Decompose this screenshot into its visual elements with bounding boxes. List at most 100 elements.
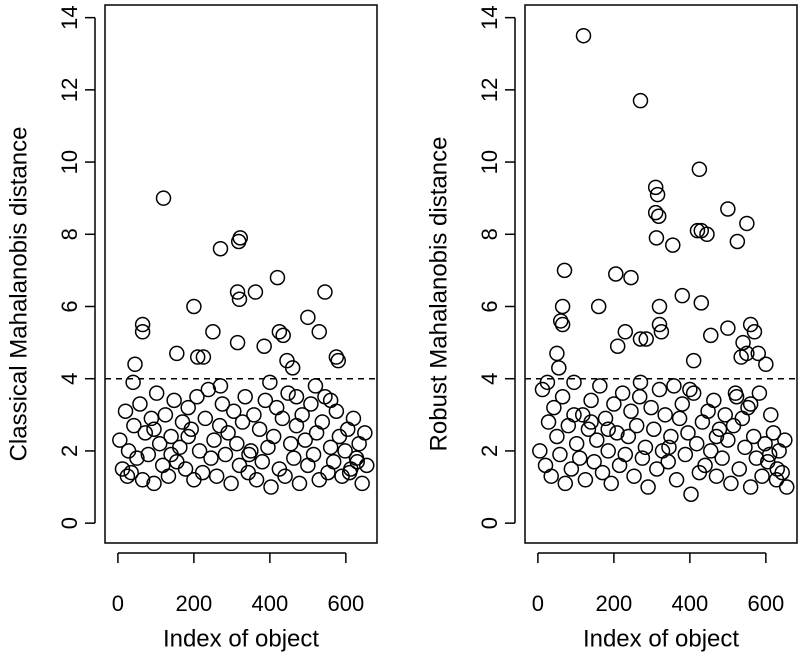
point <box>330 352 347 369</box>
point <box>617 324 634 340</box>
point <box>271 324 288 340</box>
point <box>284 360 301 376</box>
point <box>257 392 274 409</box>
plot-box <box>524 4 798 544</box>
point <box>691 161 708 178</box>
point <box>740 399 756 416</box>
point <box>180 428 196 445</box>
point <box>647 179 664 196</box>
point <box>322 439 339 456</box>
point <box>345 410 362 427</box>
point <box>763 407 779 423</box>
point <box>677 446 694 463</box>
point <box>337 443 353 459</box>
point <box>717 407 733 423</box>
point <box>140 446 157 463</box>
point <box>354 475 370 492</box>
point <box>566 374 582 391</box>
point <box>217 446 234 463</box>
x-tick-label: 400 <box>672 591 709 616</box>
point <box>229 284 246 300</box>
point <box>734 410 751 427</box>
point <box>563 461 580 477</box>
point <box>169 345 185 362</box>
point <box>260 439 276 456</box>
point <box>262 374 278 391</box>
point <box>597 410 614 427</box>
point <box>634 450 651 466</box>
point <box>234 414 251 430</box>
point <box>288 417 305 434</box>
point <box>132 396 148 412</box>
point <box>134 324 151 340</box>
point <box>331 428 348 445</box>
point <box>155 190 172 206</box>
point <box>774 464 790 481</box>
point <box>157 407 174 423</box>
point <box>592 378 608 394</box>
point <box>358 457 375 474</box>
point <box>657 407 673 423</box>
point <box>742 316 759 333</box>
point <box>311 472 328 488</box>
point <box>600 421 616 438</box>
x-tick-label: 0 <box>112 591 124 616</box>
point <box>341 464 358 481</box>
point <box>723 475 739 492</box>
point <box>247 284 264 300</box>
point <box>183 421 199 438</box>
point <box>120 443 137 459</box>
point <box>571 450 588 466</box>
point <box>731 461 748 477</box>
y-tick-label: 0 <box>477 517 502 529</box>
point <box>746 324 763 340</box>
point <box>575 27 592 44</box>
point <box>240 464 256 481</box>
point <box>727 385 744 401</box>
point <box>160 468 177 484</box>
point <box>286 450 302 466</box>
point <box>226 403 242 419</box>
point <box>311 324 328 340</box>
point <box>751 385 768 401</box>
point <box>589 432 605 448</box>
point <box>254 454 271 470</box>
point <box>765 425 782 441</box>
point <box>223 475 239 492</box>
point <box>186 472 202 488</box>
point <box>708 428 725 445</box>
point <box>609 425 625 441</box>
point <box>697 457 713 474</box>
point <box>197 410 214 427</box>
point <box>651 381 668 398</box>
x-tick-label: 600 <box>327 591 364 616</box>
x-tick-label: 400 <box>252 591 289 616</box>
point <box>275 327 291 344</box>
point <box>537 457 554 474</box>
x-axis-title: Index of object <box>583 625 739 652</box>
point <box>643 399 659 416</box>
point <box>754 468 770 484</box>
point <box>351 435 367 452</box>
point <box>269 269 286 286</box>
point <box>706 392 722 409</box>
point <box>126 417 142 434</box>
y-tick-label: 4 <box>57 373 82 385</box>
point <box>661 439 677 456</box>
point <box>339 421 356 438</box>
point <box>146 421 162 438</box>
point <box>129 450 145 466</box>
point <box>761 446 778 463</box>
point <box>626 468 642 484</box>
point <box>274 410 291 427</box>
y-tick-label: 2 <box>477 445 502 457</box>
point <box>583 392 599 409</box>
point <box>143 410 160 427</box>
y-tick-label: 4 <box>477 373 502 385</box>
point <box>349 454 365 470</box>
point <box>566 407 582 423</box>
point <box>608 266 624 282</box>
y-tick-label: 8 <box>57 228 82 240</box>
point <box>632 331 649 347</box>
point <box>229 435 245 452</box>
